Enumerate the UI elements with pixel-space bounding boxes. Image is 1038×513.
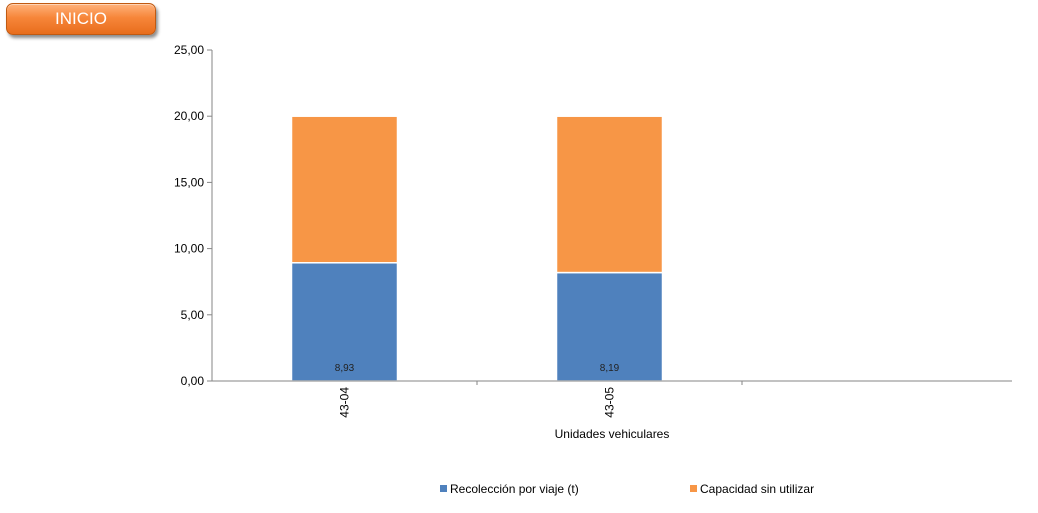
inicio-button[interactable]: INICIO (6, 3, 156, 35)
y-tick-label: 15,00 (174, 175, 204, 189)
legend: Recolección por viaje (t) Capacidad sin u… (440, 482, 814, 496)
bar-segment-recoleccion-43-04 (290, 262, 399, 382)
data-label: 8,93 (335, 363, 355, 374)
x-tick-label: 43-05 (603, 387, 617, 418)
bars: 8,93 8,19 (290, 115, 664, 382)
y-tick-label: 20,00 (174, 109, 204, 123)
bar-segment-capacidad-43-05 (555, 115, 664, 274)
legend-swatch (440, 485, 447, 492)
x-axis: 43-04 43-05 (212, 380, 1012, 418)
bar-segment-capacidad-43-04 (290, 115, 399, 264)
y-tick-label: 5,00 (181, 308, 205, 322)
x-tick-label: 43-04 (338, 387, 352, 418)
data-label: 8,19 (600, 363, 620, 374)
y-axis: 0,00 5,00 10,00 15,00 20,00 25,00 (174, 43, 213, 388)
x-axis-title: Unidades vehiculares (555, 427, 670, 441)
legend-swatch (690, 485, 697, 492)
legend-entry: Recolección por viaje (t) (450, 482, 579, 496)
y-tick-label: 0,00 (181, 374, 205, 388)
y-tick-label: 25,00 (174, 43, 204, 57)
legend-entry: Capacidad sin utilizar (700, 482, 814, 496)
y-tick-label: 10,00 (174, 242, 204, 256)
